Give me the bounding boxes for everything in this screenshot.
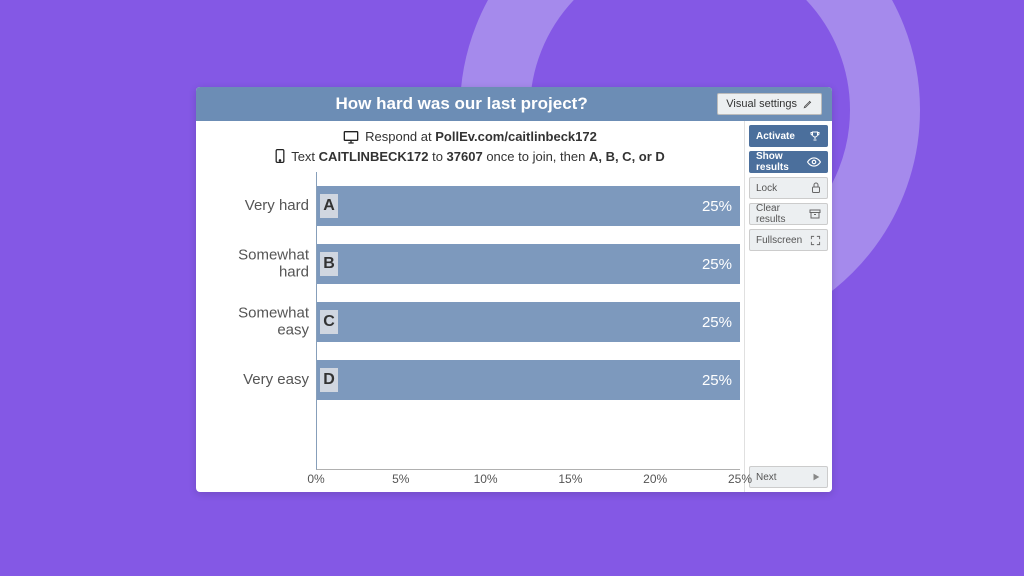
chart-plot: Very hardA25%Somewhat hardB25%Somewhat e… xyxy=(316,172,740,470)
chart-bar-letter: D xyxy=(320,368,338,392)
poll-panel: How hard was our last project? Visual se… xyxy=(196,87,832,492)
show-results-button[interactable]: Show results xyxy=(749,151,828,173)
text-options: A, B, C, or D xyxy=(589,149,665,164)
chart-xaxis: 0%5%10%15%20%25% xyxy=(316,470,740,492)
controls-sidebar: Activate Show results Lock Clear results xyxy=(744,121,832,492)
chart-bar-row: Somewhat easyC25% xyxy=(317,302,740,342)
chart-bar-pct: 25% xyxy=(702,372,732,389)
pencil-icon xyxy=(803,99,813,109)
chart-bar-label: Very hard xyxy=(205,198,317,215)
panel-header: How hard was our last project? Visual se… xyxy=(196,87,832,121)
chart-bar-row: Very hardA25% xyxy=(317,186,740,226)
chart-bar-label: Somewhat hard xyxy=(205,248,317,281)
chart-bar: C 25% xyxy=(317,302,740,342)
chart-bar: D 25% xyxy=(317,360,740,400)
monitor-icon xyxy=(343,130,359,144)
next-label: Next xyxy=(756,472,777,483)
chart: Very hardA 25% Somewhat hardB 25% Somewhat e… xyxy=(196,172,744,492)
lock-button[interactable]: Lock xyxy=(749,177,828,199)
show-results-label: Show results xyxy=(756,151,807,173)
chart-bar-pct: 25% xyxy=(702,314,732,331)
phone-icon xyxy=(275,149,285,163)
text-line: Text CAITLINBECK172 to 37607 once to joi… xyxy=(206,147,734,167)
chart-bar-row: Very easyD25% xyxy=(317,360,740,400)
chart-bar-letter: B xyxy=(320,252,338,276)
fullscreen-label: Fullscreen xyxy=(756,235,802,246)
instructions: Respond at PollEv.com/caitlinbeck172 Tex… xyxy=(196,127,744,172)
poll-title: How hard was our last project? xyxy=(206,94,717,114)
chart-bar-letter: C xyxy=(320,310,338,334)
play-icon xyxy=(811,472,821,482)
chart-bar-label: Very easy xyxy=(205,372,317,389)
chart-bar: A 25% xyxy=(317,186,740,226)
respond-prefix: Respond at xyxy=(365,129,435,144)
next-button[interactable]: Next xyxy=(749,466,828,488)
respond-url: PollEv.com/caitlinbeck172 xyxy=(435,129,597,144)
eye-icon xyxy=(807,157,821,167)
activate-label: Activate xyxy=(756,131,795,142)
lock-icon xyxy=(811,182,821,194)
chart-bar-row: Somewhat hardB25% xyxy=(317,244,740,284)
fullscreen-button[interactable]: Fullscreen xyxy=(749,229,828,251)
trophy-icon xyxy=(809,130,821,142)
expand-icon xyxy=(810,235,821,246)
chart-xtick: 0% xyxy=(307,472,324,486)
lock-label: Lock xyxy=(756,183,777,194)
chart-bar-label: Somewhat easy xyxy=(205,306,317,339)
main-area: Respond at PollEv.com/caitlinbeck172 Tex… xyxy=(196,121,744,492)
respond-line: Respond at PollEv.com/caitlinbeck172 xyxy=(206,127,734,147)
text-mid: to xyxy=(428,149,446,164)
chart-bar-pct: 25% xyxy=(702,256,732,273)
chart-xtick: 10% xyxy=(474,472,498,486)
chart-xtick: 20% xyxy=(643,472,667,486)
chart-bar-letter: A xyxy=(320,194,338,218)
text-prefix: Text xyxy=(291,149,318,164)
clear-results-label: Clear results xyxy=(756,203,809,225)
chart-bar-pct: 25% xyxy=(702,198,732,215)
clear-results-button[interactable]: Clear results xyxy=(749,203,828,225)
chart-xtick: 25% xyxy=(728,472,752,486)
text-after: once to join, then xyxy=(483,149,589,164)
chart-bar: B 25% xyxy=(317,244,740,284)
activate-button[interactable]: Activate xyxy=(749,125,828,147)
panel-body: Respond at PollEv.com/caitlinbeck172 Tex… xyxy=(196,121,832,492)
visual-settings-button[interactable]: Visual settings xyxy=(717,93,822,115)
text-number: 37607 xyxy=(447,149,483,164)
chart-xtick: 5% xyxy=(392,472,409,486)
visual-settings-label: Visual settings xyxy=(726,98,797,110)
text-code: CAITLINBECK172 xyxy=(319,149,429,164)
chart-xtick: 15% xyxy=(558,472,582,486)
archive-icon xyxy=(809,209,821,219)
